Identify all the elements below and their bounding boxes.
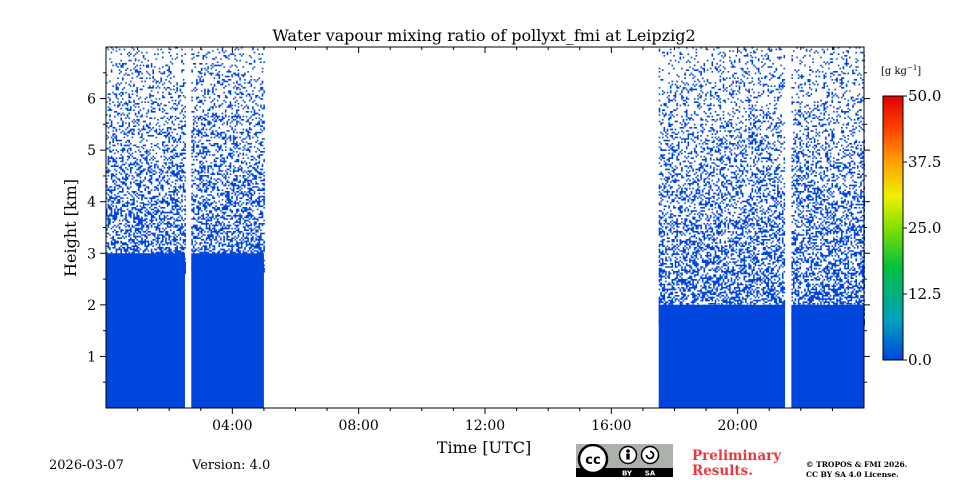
y-axis: 1 2 3 4 5 6 xyxy=(87,72,870,383)
by-person-body xyxy=(626,453,630,460)
cc-text: cc xyxy=(585,453,600,468)
x-tick-label: 16:00 xyxy=(591,418,631,434)
speckle-region xyxy=(106,47,186,275)
x-tick-label: 08:00 xyxy=(338,418,378,434)
sa-share-arrow xyxy=(645,450,655,460)
x-tick-label: 20:00 xyxy=(717,418,757,434)
chart-title: Water vapour mixing ratio of pollyxt_fmi… xyxy=(272,26,695,45)
speckle-region xyxy=(191,47,265,275)
colorbar-tick-label: 50.0 xyxy=(908,87,941,105)
colorbar: [g kg−1] 0.0 12.5 25.0 37.5 50.0 xyxy=(881,64,941,369)
data-segment xyxy=(658,47,786,408)
by-person-head xyxy=(626,449,630,453)
y-tick-label: 4 xyxy=(87,195,96,211)
dense-region xyxy=(191,253,264,408)
speckle-region xyxy=(791,47,865,326)
y-tick-label: 5 xyxy=(87,143,96,159)
colorbar-tick-label: 12.5 xyxy=(908,285,941,303)
x-tick-label: 04:00 xyxy=(212,418,252,434)
preliminary-line2: Results. xyxy=(692,463,753,479)
footer-date: 2026-03-07 xyxy=(49,458,124,473)
speckle-region xyxy=(658,47,786,326)
y-tick-label: 2 xyxy=(87,298,96,314)
colorbar-tick-label: 0.0 xyxy=(908,351,932,369)
data-segment xyxy=(791,47,865,408)
y-tick-label: 3 xyxy=(87,246,96,262)
dense-region xyxy=(106,253,185,408)
colorbar-tick-label: 37.5 xyxy=(908,153,941,171)
sa-share-icon xyxy=(640,445,660,465)
y-tick-label: 1 xyxy=(87,349,96,365)
y-axis-label: Height [km] xyxy=(61,179,80,277)
heatmap-field xyxy=(106,47,865,408)
footer-version: Version: 4.0 xyxy=(192,458,271,473)
copyright-line2: CC BY SA 4.0 License. xyxy=(806,470,899,479)
preliminary-line1: Preliminary xyxy=(692,448,782,464)
cc-icon xyxy=(577,444,609,475)
by-label: BY xyxy=(622,470,633,478)
copyright-note: © TROPOS & FMI 2026. CC BY SA 4.0 Licens… xyxy=(806,460,907,480)
sa-label: SA xyxy=(645,470,656,478)
colorbar-gradient xyxy=(882,95,904,361)
cc-license-badge: cc BY SA xyxy=(576,444,673,477)
data-segment xyxy=(106,47,186,408)
y-tick-label: 6 xyxy=(87,92,96,108)
x-tick-label: 12:00 xyxy=(465,418,505,434)
copyright-line1: © TROPOS & FMI 2026. xyxy=(806,460,908,469)
x-axis: 04:00 08:00 12:00 16:00 20:00 xyxy=(137,47,833,434)
preliminary-note: Preliminary Results. xyxy=(692,449,781,479)
colorbar-unit: [g kg−1] xyxy=(881,64,921,77)
cc-badge-strip xyxy=(576,468,673,477)
x-axis-label: Time [UTC] xyxy=(437,438,531,457)
colorbar-tick-label: 25.0 xyxy=(908,219,941,237)
data-segment xyxy=(191,47,265,408)
